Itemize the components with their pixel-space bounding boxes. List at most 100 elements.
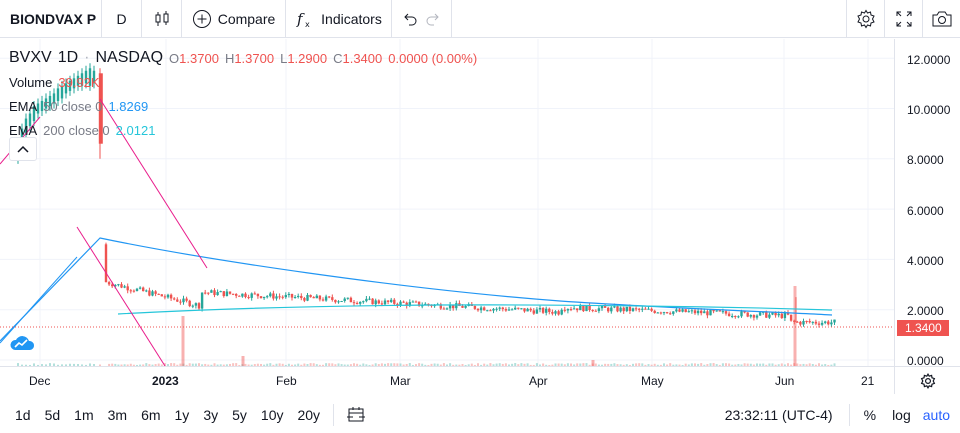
candle bbox=[684, 309, 687, 313]
volume-bar bbox=[179, 363, 182, 366]
volume-bar bbox=[554, 363, 557, 366]
volume-bar bbox=[492, 364, 495, 366]
range-1d[interactable]: 1d bbox=[15, 406, 31, 423]
volume-bar bbox=[529, 364, 532, 366]
settings-button[interactable] bbox=[846, 0, 884, 38]
volume-bar bbox=[545, 364, 548, 366]
log-toggle[interactable]: log bbox=[892, 406, 911, 423]
undo-icon[interactable] bbox=[401, 10, 419, 28]
redo-icon[interactable] bbox=[424, 10, 442, 28]
range-3m[interactable]: 3m bbox=[107, 406, 128, 423]
volume-bar bbox=[73, 363, 75, 366]
chart-legend: BVXV 1D · NASDAQ O1.3700 H1.3700 L1.2900… bbox=[9, 46, 477, 142]
candle bbox=[715, 310, 718, 312]
range-10y[interactable]: 10y bbox=[260, 406, 284, 423]
clock[interactable]: 23:32:11 (UTC-4) bbox=[724, 406, 833, 423]
candle-body bbox=[244, 293, 247, 298]
candle bbox=[303, 296, 306, 303]
candle-body bbox=[135, 288, 139, 292]
candle bbox=[820, 320, 824, 327]
compare-button[interactable]: Compare bbox=[182, 0, 286, 38]
candle bbox=[442, 306, 446, 310]
candle bbox=[346, 297, 349, 300]
legend-low: L1.2900 bbox=[280, 51, 327, 66]
ema200-label: EMA bbox=[9, 122, 38, 138]
time-axis[interactable]: Dec 2023 Feb Mar Apr May Jun 21 bbox=[0, 366, 894, 394]
volume-spike bbox=[591, 360, 595, 366]
snapshot-button[interactable] bbox=[922, 0, 960, 38]
candle-body bbox=[402, 301, 405, 303]
candle bbox=[309, 294, 312, 298]
range-20y[interactable]: 20y bbox=[297, 406, 321, 423]
volume-bar bbox=[706, 364, 709, 366]
candle-body bbox=[662, 312, 666, 314]
camera-icon bbox=[932, 11, 951, 27]
interval-button[interactable]: D bbox=[102, 0, 142, 38]
candle bbox=[154, 290, 157, 297]
volume-bar bbox=[303, 363, 306, 366]
volume-bar bbox=[694, 363, 696, 366]
ema50-line bbox=[0, 237, 833, 342]
open-label: O bbox=[169, 50, 180, 66]
candle-body bbox=[380, 303, 384, 305]
candle bbox=[191, 304, 194, 309]
candle-body bbox=[473, 305, 477, 309]
volume-bar bbox=[768, 363, 771, 366]
tradingview-logo[interactable] bbox=[9, 333, 37, 353]
candle bbox=[365, 296, 368, 303]
price-axis[interactable]: 12.0000 10.0000 8.0000 6.0000 4.0000 2.0… bbox=[894, 39, 960, 368]
candle bbox=[80, 68, 84, 91]
volume-bar bbox=[396, 363, 399, 366]
go-to-date-button[interactable] bbox=[340, 406, 372, 424]
range-5y[interactable]: 5y bbox=[232, 406, 247, 423]
volume-bar bbox=[405, 363, 408, 366]
fullscreen-button[interactable] bbox=[884, 0, 922, 38]
legend-volume-row[interactable]: Volume 39.92K bbox=[9, 70, 477, 94]
percent-toggle[interactable]: % bbox=[863, 406, 877, 423]
volume-bar bbox=[576, 363, 579, 366]
candle-body bbox=[706, 311, 709, 316]
chart-type-button[interactable] bbox=[142, 0, 182, 38]
range-1m[interactable]: 1m bbox=[74, 406, 94, 423]
ema200-params: 200 close 0 bbox=[43, 122, 110, 138]
candle-body bbox=[390, 299, 393, 302]
volume-bar bbox=[306, 364, 309, 366]
candle-body bbox=[737, 316, 740, 318]
candle bbox=[383, 298, 387, 306]
axis-settings-button[interactable] bbox=[894, 366, 960, 394]
candle-body bbox=[560, 309, 563, 315]
volume-bar bbox=[263, 364, 266, 366]
candle bbox=[324, 294, 328, 302]
ema200-value: 2.0121 bbox=[115, 122, 156, 138]
volume-bar bbox=[669, 363, 672, 366]
legend-ema50-row[interactable]: EMA 50 close 0 1.8269 bbox=[9, 94, 477, 118]
candle-body bbox=[566, 309, 570, 311]
candle bbox=[28, 108, 32, 132]
volume-bar bbox=[594, 363, 597, 366]
candle-body bbox=[495, 308, 498, 310]
range-6m[interactable]: 6m bbox=[141, 406, 161, 423]
volume-bar bbox=[213, 363, 216, 366]
last-price-badge: 1.3400 bbox=[897, 320, 949, 336]
legend-collapse-button[interactable] bbox=[9, 137, 37, 161]
volume-bar bbox=[365, 364, 368, 366]
range-5d[interactable]: 5d bbox=[44, 406, 61, 423]
candle-body bbox=[510, 309, 514, 311]
volume-bar bbox=[194, 363, 197, 366]
candle bbox=[231, 293, 235, 296]
range-3y[interactable]: 3y bbox=[203, 406, 219, 423]
volume-bar bbox=[201, 364, 204, 366]
trendline bbox=[99, 98, 208, 269]
symbol-search-button[interactable]: BIONDVAX P bbox=[0, 0, 102, 38]
candle bbox=[498, 306, 501, 311]
calendar-range-icon bbox=[347, 406, 366, 421]
candle-body bbox=[476, 308, 480, 311]
auto-toggle[interactable]: auto bbox=[922, 406, 950, 423]
range-1y[interactable]: 1y bbox=[174, 406, 190, 423]
legend-ema200-row[interactable]: EMA 200 close 0 2.0121 bbox=[9, 118, 477, 142]
candle bbox=[529, 307, 532, 313]
volume-bar bbox=[473, 364, 476, 366]
volume-bar bbox=[222, 364, 225, 366]
volume-bar bbox=[563, 364, 566, 366]
